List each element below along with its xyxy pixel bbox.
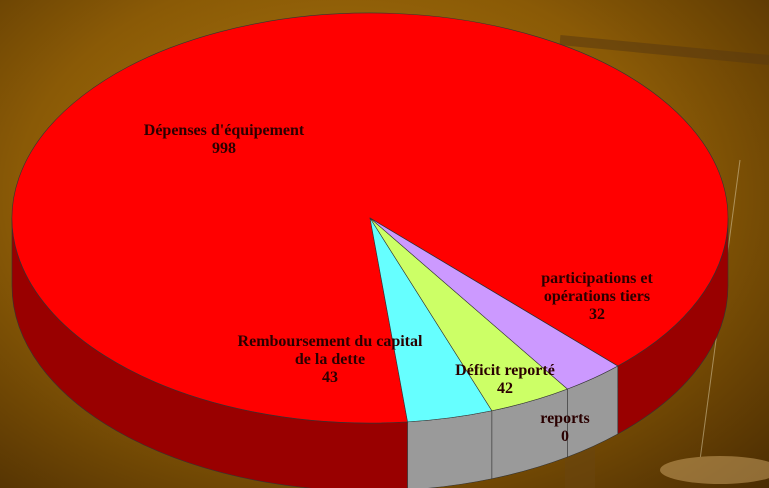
- chart: [0, 0, 769, 488]
- value-label: 43: [322, 369, 338, 386]
- category-label: Remboursement du capital de la dette: [238, 333, 423, 368]
- category-label: participations et opérations tiers: [541, 270, 653, 305]
- value-label: 0: [561, 428, 569, 445]
- value-label: 32: [589, 306, 605, 323]
- category-label: Déficit reporté: [455, 362, 555, 379]
- value-label: 998: [212, 140, 236, 157]
- category-label: Dépenses d'équipement: [144, 122, 304, 139]
- value-label: 42: [497, 380, 513, 397]
- page: Dépenses d'équipement998 Remboursement d…: [0, 0, 769, 488]
- category-label: reports: [540, 410, 589, 427]
- slice-side: [408, 411, 492, 488]
- pie: [12, 13, 728, 488]
